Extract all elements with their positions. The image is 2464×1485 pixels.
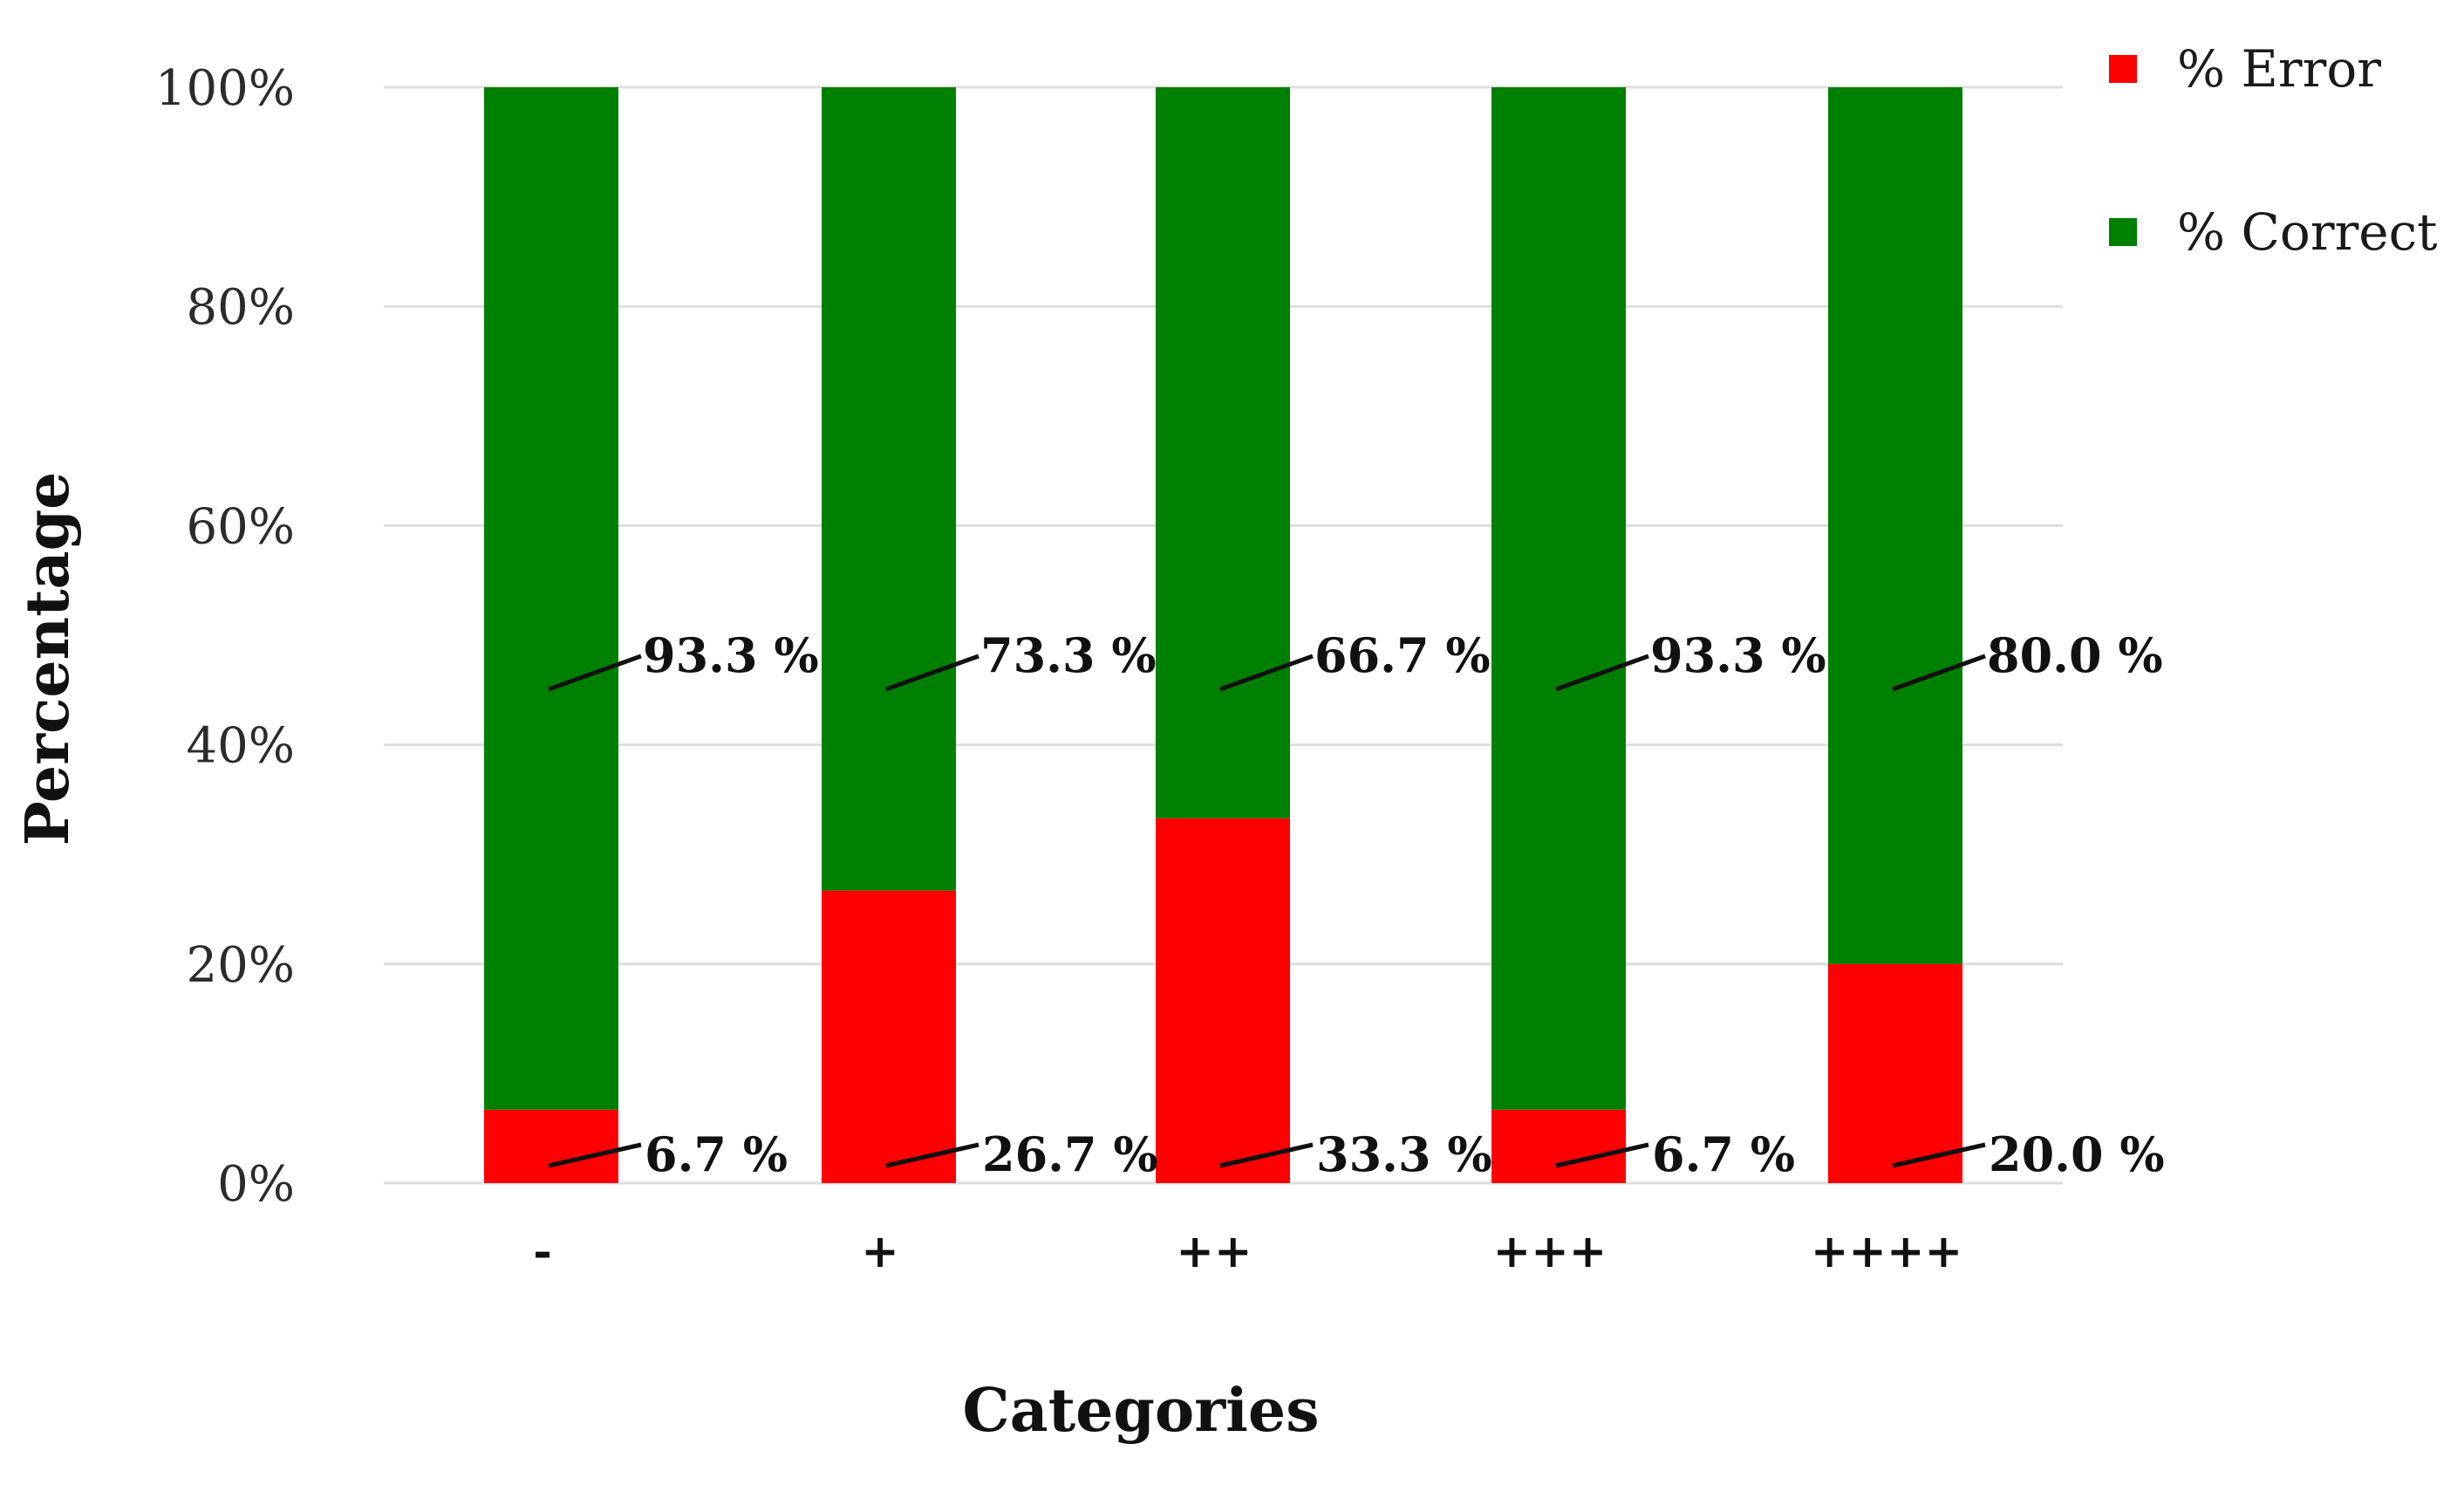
leader-line-error bbox=[1892, 1142, 1986, 1168]
x-tick-label: + bbox=[861, 1225, 899, 1278]
y-tick-label: 80% bbox=[187, 279, 295, 336]
leader-line-error bbox=[1219, 1142, 1314, 1168]
data-label-error: 6.7 % bbox=[645, 1126, 788, 1182]
data-label-correct: 80.0 % bbox=[1987, 627, 2163, 683]
data-label-error: 26.7 % bbox=[982, 1126, 1158, 1182]
leader-line-error bbox=[548, 1142, 642, 1168]
legend-label-error: % Error bbox=[2177, 39, 2381, 99]
y-axis-ticks: 0% 20% 40% 60% 80% 100% bbox=[155, 60, 295, 1213]
data-labels: 93.3 % 6.7 % 73.3 % 26.7 % 66.7 % 33.3 % 93.3 … bbox=[548, 627, 2165, 1182]
y-tick-label: 20% bbox=[187, 937, 295, 994]
bar-error bbox=[1828, 963, 1962, 1183]
x-axis-ticks: - + ++ +++ ++++ bbox=[533, 1225, 1962, 1278]
leader-line-error bbox=[885, 1142, 979, 1168]
data-label-correct: 73.3 % bbox=[980, 627, 1157, 683]
x-tick-label: - bbox=[533, 1225, 552, 1278]
y-tick-label: 40% bbox=[187, 718, 295, 775]
data-label-correct: 93.3 % bbox=[1650, 627, 1826, 683]
bars bbox=[484, 87, 1962, 1183]
data-label-error: 20.0 % bbox=[1989, 1126, 2165, 1182]
data-label-correct: 66.7 % bbox=[1314, 627, 1491, 683]
bar-correct bbox=[1156, 87, 1290, 818]
data-label-error: 33.3 % bbox=[1316, 1126, 1492, 1182]
x-tick-label: ++++ bbox=[1811, 1225, 1962, 1278]
leader-line-correct bbox=[1555, 654, 1649, 692]
x-tick-label: +++ bbox=[1493, 1225, 1607, 1278]
bar-error bbox=[822, 890, 956, 1183]
x-axis-title: Categories bbox=[963, 1376, 1320, 1446]
leader-line-correct bbox=[548, 654, 642, 692]
bar-correct bbox=[1828, 87, 1962, 964]
y-tick-label: 100% bbox=[155, 60, 295, 117]
leader-line-correct bbox=[1219, 654, 1314, 692]
legend-swatch-error bbox=[2109, 55, 2137, 83]
bar-correct bbox=[1491, 87, 1626, 1110]
x-tick-label: ++ bbox=[1176, 1225, 1252, 1278]
y-tick-label: 60% bbox=[187, 498, 295, 555]
bar-error bbox=[484, 1109, 618, 1183]
data-label-correct: 93.3 % bbox=[643, 627, 819, 683]
legend: % Error % Correct bbox=[2109, 39, 2437, 262]
data-label-error: 6.7 % bbox=[1652, 1126, 1795, 1182]
y-tick-label: 0% bbox=[217, 1156, 295, 1213]
y-axis-title: Percentage bbox=[13, 472, 83, 846]
bar-correct bbox=[484, 87, 618, 1110]
bar-correct bbox=[822, 87, 956, 891]
bar-error bbox=[1156, 818, 1290, 1183]
bar-error bbox=[1491, 1109, 1626, 1183]
legend-swatch-correct bbox=[2109, 218, 2137, 246]
legend-label-correct: % Correct bbox=[2177, 202, 2437, 262]
leader-line-correct bbox=[1892, 654, 1986, 692]
leader-line-correct bbox=[885, 654, 979, 692]
leader-line-error bbox=[1555, 1142, 1649, 1168]
